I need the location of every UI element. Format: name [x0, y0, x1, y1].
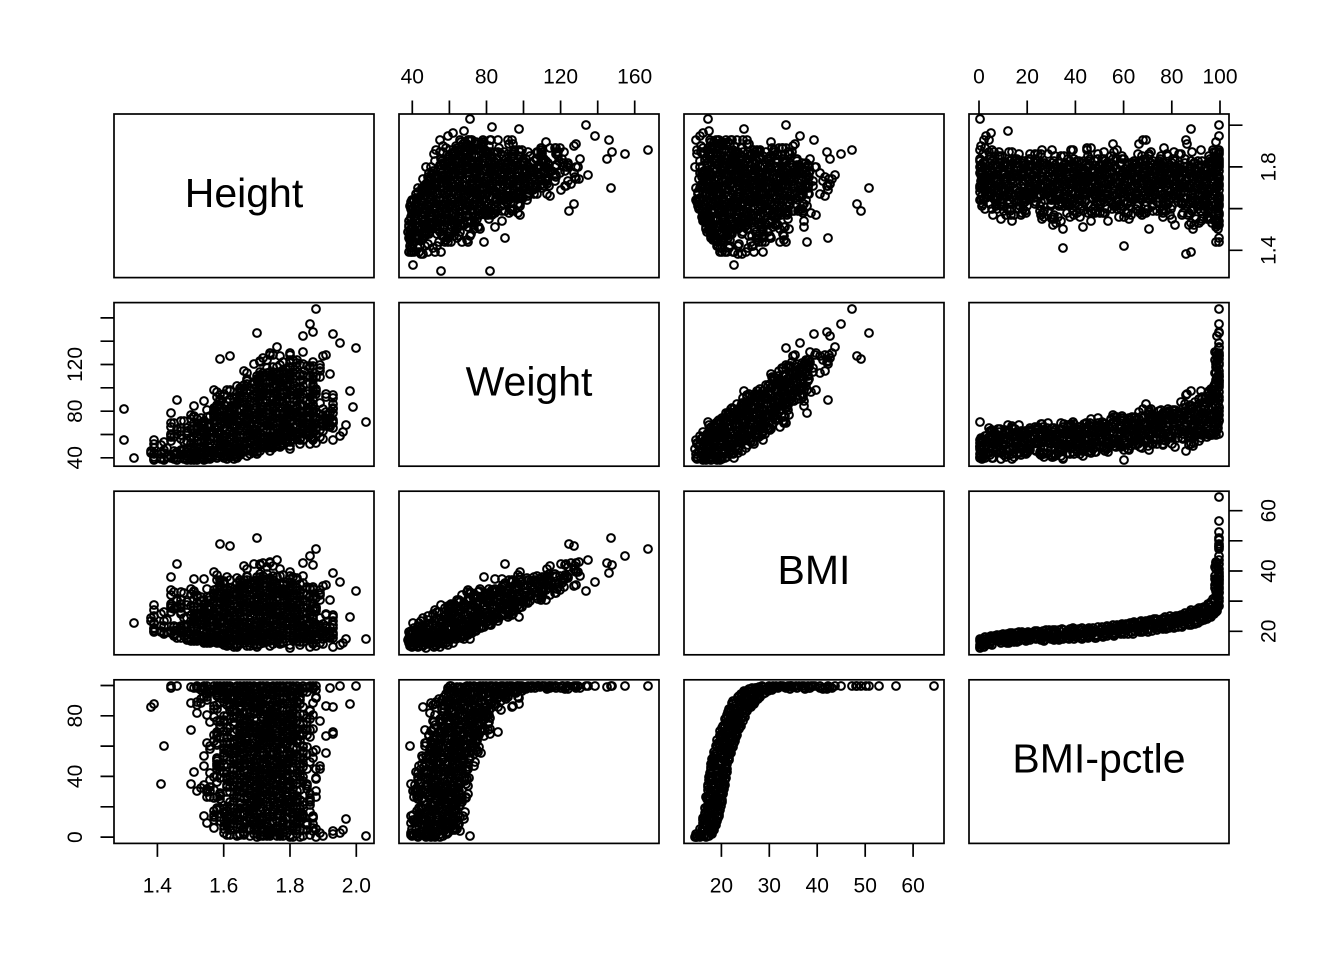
svg-text:50: 50 [854, 874, 877, 897]
svg-text:BMI-pctle: BMI-pctle [1012, 736, 1185, 782]
svg-text:160: 160 [617, 65, 652, 88]
svg-text:Weight: Weight [466, 358, 593, 404]
svg-text:40: 40 [401, 65, 424, 88]
svg-text:1.4: 1.4 [143, 874, 173, 897]
svg-text:BMI: BMI [778, 547, 851, 593]
svg-text:120: 120 [543, 65, 578, 88]
svg-text:60: 60 [901, 874, 924, 897]
svg-text:40: 40 [64, 765, 87, 788]
svg-text:60: 60 [1258, 499, 1281, 522]
svg-text:1.8: 1.8 [1258, 152, 1281, 181]
svg-text:2.0: 2.0 [342, 874, 371, 897]
svg-text:80: 80 [1160, 65, 1183, 88]
svg-text:Height: Height [185, 170, 304, 216]
svg-text:80: 80 [64, 400, 87, 423]
svg-text:40: 40 [64, 446, 87, 469]
svg-text:0: 0 [973, 65, 985, 88]
svg-text:40: 40 [1064, 65, 1087, 88]
svg-text:0: 0 [64, 831, 87, 843]
svg-text:20: 20 [1258, 620, 1281, 643]
svg-text:40: 40 [806, 874, 829, 897]
svg-text:100: 100 [1202, 65, 1237, 88]
svg-text:1.8: 1.8 [275, 874, 304, 897]
svg-text:1.4: 1.4 [1258, 235, 1281, 265]
svg-text:80: 80 [475, 65, 498, 88]
svg-text:40: 40 [1258, 559, 1281, 582]
svg-text:1.6: 1.6 [209, 874, 238, 897]
svg-text:20: 20 [710, 874, 733, 897]
svg-text:60: 60 [1112, 65, 1135, 88]
svg-text:30: 30 [758, 874, 781, 897]
svg-text:80: 80 [64, 704, 87, 727]
svg-text:20: 20 [1016, 65, 1039, 88]
svg-text:120: 120 [64, 347, 87, 382]
